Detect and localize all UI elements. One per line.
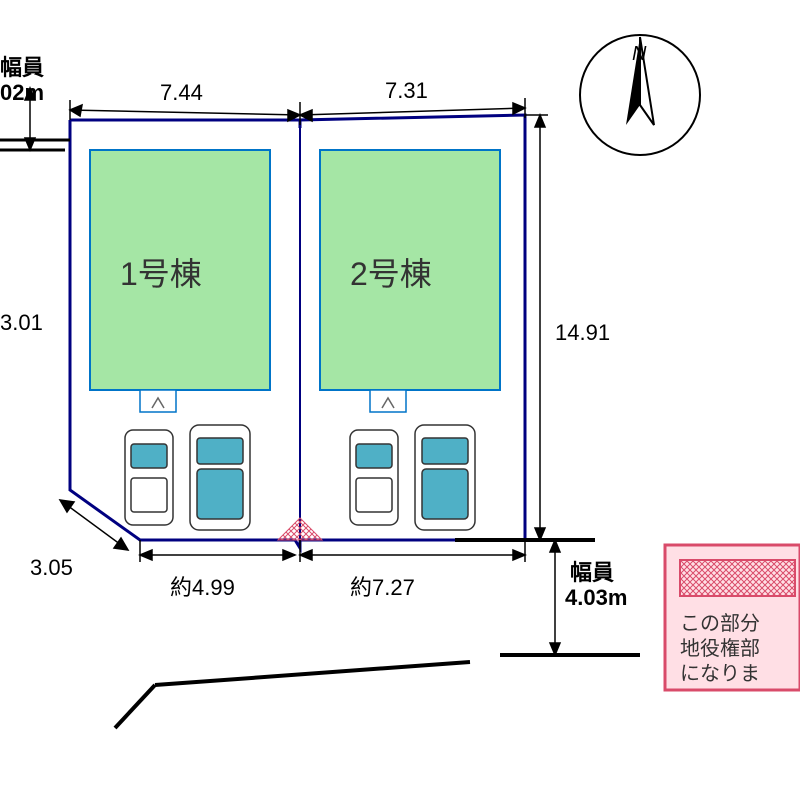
road-width-bottom-value: 4.03m xyxy=(565,585,627,610)
road-lines xyxy=(115,540,640,728)
compass-n-label: N xyxy=(632,43,647,65)
compass-rose: N xyxy=(580,35,700,155)
legend-line3: になりま xyxy=(680,663,760,685)
dim-bottom-left: 約4.99 xyxy=(170,575,235,600)
house-2-label: 2号棟 xyxy=(350,256,432,292)
house-1: 1号棟 xyxy=(90,150,270,412)
dim-bottom-diag: 3.05 xyxy=(30,555,73,580)
site-plan-diagram: N 1号棟 2号棟 xyxy=(0,0,800,800)
legend-line2: 地役権部 xyxy=(680,637,760,660)
road-width-bottom-label: 幅員 xyxy=(570,560,614,585)
house-1-label: 1号棟 xyxy=(120,256,202,292)
easement-area xyxy=(278,518,322,540)
dim-right-side: 14.91 xyxy=(555,320,610,345)
dim-bottom-right: 約7.27 xyxy=(350,575,415,600)
road-width-left-label: 幅員 xyxy=(0,55,44,80)
dim-top-right: 7.31 xyxy=(385,78,428,103)
dim-left-side: 3.01 xyxy=(0,310,43,335)
dim-top-left: 7.44 xyxy=(160,80,203,105)
legend-box: この部分 地役権部 になりま xyxy=(665,545,800,690)
road-width-left-value: 02m xyxy=(0,80,44,105)
legend-line1: この部分 xyxy=(680,612,760,635)
house-2: 2号棟 xyxy=(320,150,500,412)
